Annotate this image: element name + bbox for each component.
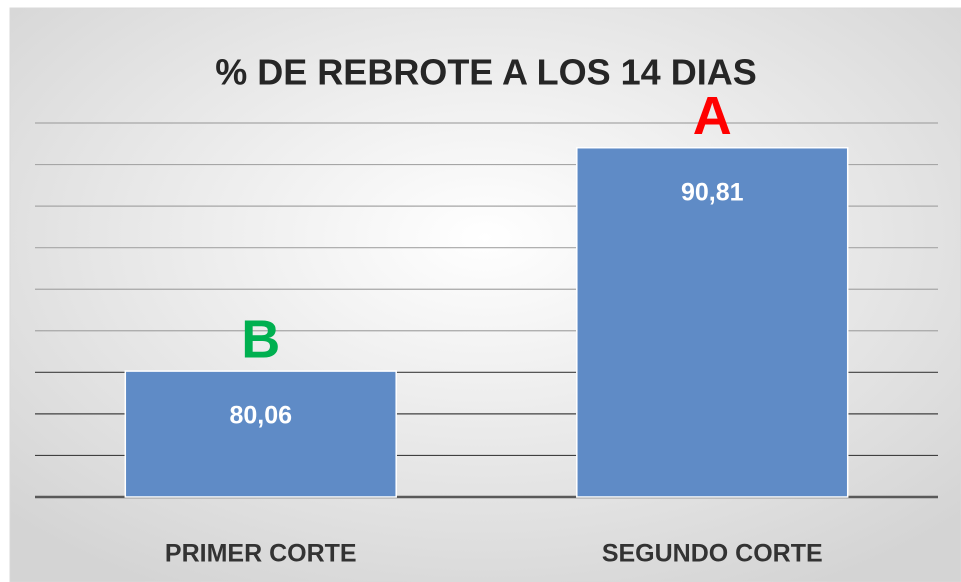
annotation: B (241, 309, 280, 369)
x-tick-label: SEGUNDO CORTE (602, 540, 823, 568)
chart-title: % DE REBROTE A LOS 14 DIAS (215, 52, 756, 93)
bar (576, 146, 849, 498)
annotation: A (693, 86, 732, 146)
data-label: 80,06 (229, 402, 292, 430)
x-tick-label: PRIMER CORTE (165, 540, 357, 568)
bar (124, 370, 397, 498)
data-label: 90,81 (681, 178, 744, 206)
